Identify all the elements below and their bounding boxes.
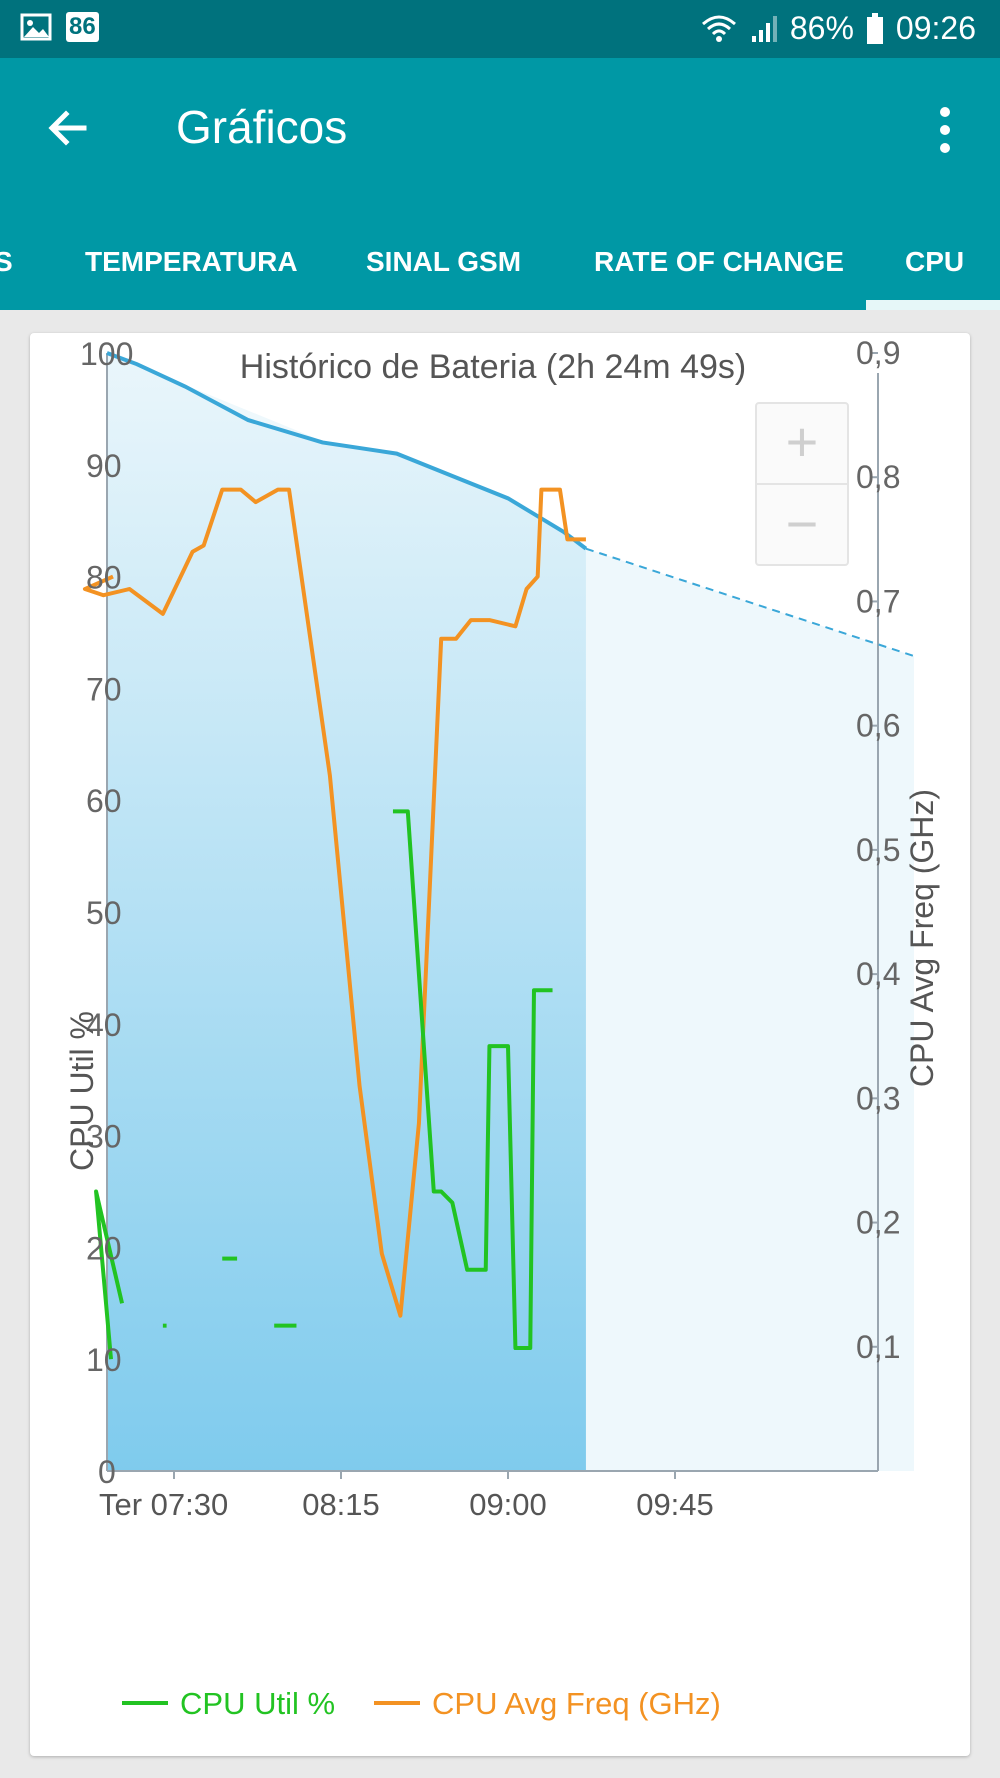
- y-tick-label-right: 0,2: [856, 1205, 900, 1241]
- chart-title: Histórico de Bateria (2h 24m 49s): [240, 348, 746, 386]
- y-tick-label-right: 0,9: [856, 335, 900, 371]
- y-axis-label-left: CPU Util %: [64, 1011, 100, 1171]
- y-tick-label-right: 0,8: [856, 459, 900, 495]
- clock: 09:26: [895, 10, 976, 46]
- app-bar: Gráficos S TEMPERATURA SINAL GSM RATE OF…: [0, 58, 1000, 310]
- y-tick-label-left: 10: [86, 1342, 122, 1378]
- legend-label-cpu-freq: CPU Avg Freq (GHz): [432, 1686, 721, 1721]
- y-tick-label-right: 0,1: [856, 1329, 900, 1365]
- y-tick-label-right: 0,3: [856, 1080, 900, 1116]
- y-tick-label-left: 40: [86, 1007, 122, 1043]
- battery-line: [106, 351, 588, 551]
- tab-bar: S TEMPERATURA SINAL GSM RATE OF CHANGE C…: [0, 228, 1000, 310]
- tab-indicator: [866, 300, 1000, 310]
- y-axis-label-right: CPU Avg Freq (GHz): [904, 789, 940, 1087]
- y-tick-label-right: 0,5: [856, 832, 900, 868]
- y-tick-label-left: 70: [86, 671, 122, 707]
- arrow-back-icon[interactable]: [44, 104, 92, 152]
- x-tick-label: 08:15: [302, 1487, 380, 1522]
- x-tick-label: 09:45: [636, 1487, 714, 1522]
- cpu-util-segment: [94, 1189, 124, 1360]
- zoom-controls: + −: [755, 402, 849, 566]
- battery-area: [107, 353, 586, 1471]
- y-tick-label-left: 50: [86, 895, 122, 931]
- signal-icon: [751, 15, 777, 42]
- battery-projection-line: [585, 547, 915, 658]
- cpu-util-segment: [392, 809, 553, 1351]
- y-tick-label-left: 80: [86, 560, 122, 596]
- x-tick-label: 09:00: [469, 1487, 547, 1522]
- y-tick-label-left: 90: [86, 448, 122, 484]
- y-tick-label-right: 0,6: [856, 708, 900, 744]
- wifi-icon: [701, 15, 736, 42]
- y-tick-label-left: 30: [86, 1119, 122, 1155]
- image-notification-icon: [20, 13, 52, 41]
- tab-cpu[interactable]: CPU: [905, 246, 965, 277]
- more-vert-icon[interactable]: [930, 104, 960, 156]
- zoom-out-button[interactable]: −: [786, 492, 819, 555]
- notification-badge: 86: [66, 12, 99, 42]
- legend: CPU Util % CPU Avg Freq (GHz): [122, 1686, 721, 1721]
- status-bar: 86 86% 09:26: [0, 0, 1000, 58]
- battery-icon: [866, 12, 883, 44]
- y-tick-label-left: 0: [98, 1454, 116, 1490]
- zoom-in-button[interactable]: +: [786, 410, 819, 473]
- tab-partial[interactable]: S: [0, 246, 13, 277]
- tab-rate-of-change[interactable]: RATE OF CHANGE: [594, 246, 844, 277]
- tab-temperatura[interactable]: TEMPERATURA: [85, 246, 298, 277]
- y-tick-label-left: 100: [80, 336, 133, 372]
- cpu-chart[interactable]: 0 10 20 30 40 50 60 70 80 90 100 0,1 0,2 0,3 0,4 0,5 0,6…: [30, 333, 970, 1756]
- y-tick-label-right: 0,7: [856, 583, 900, 619]
- chart-card: 0 10 20 30 40 50 60 70 80 90 100 0,1 0,2 0,3 0,4 0,5 0,6…: [30, 333, 970, 1756]
- y-tick-label-right: 0,4: [856, 956, 900, 992]
- legend-label-cpu-util: CPU Util %: [180, 1686, 335, 1721]
- page-title: Gráficos: [176, 101, 348, 153]
- y-tick-label-left: 60: [86, 783, 122, 819]
- battery-percent: 86%: [789, 10, 854, 46]
- tab-sinal-gsm[interactable]: SINAL GSM: [366, 246, 522, 277]
- cpu-freq-line: [82, 487, 586, 1318]
- y-tick-label-left: 20: [86, 1230, 122, 1266]
- x-tick-label: Ter 07:30: [99, 1487, 228, 1522]
